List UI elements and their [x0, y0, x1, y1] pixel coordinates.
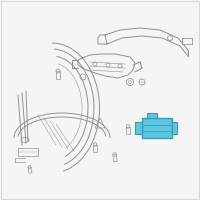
Bar: [147, 113, 157, 118]
Bar: [135, 122, 142, 134]
Bar: [18, 148, 38, 156]
Bar: [142, 118, 172, 138]
Bar: [172, 122, 177, 134]
